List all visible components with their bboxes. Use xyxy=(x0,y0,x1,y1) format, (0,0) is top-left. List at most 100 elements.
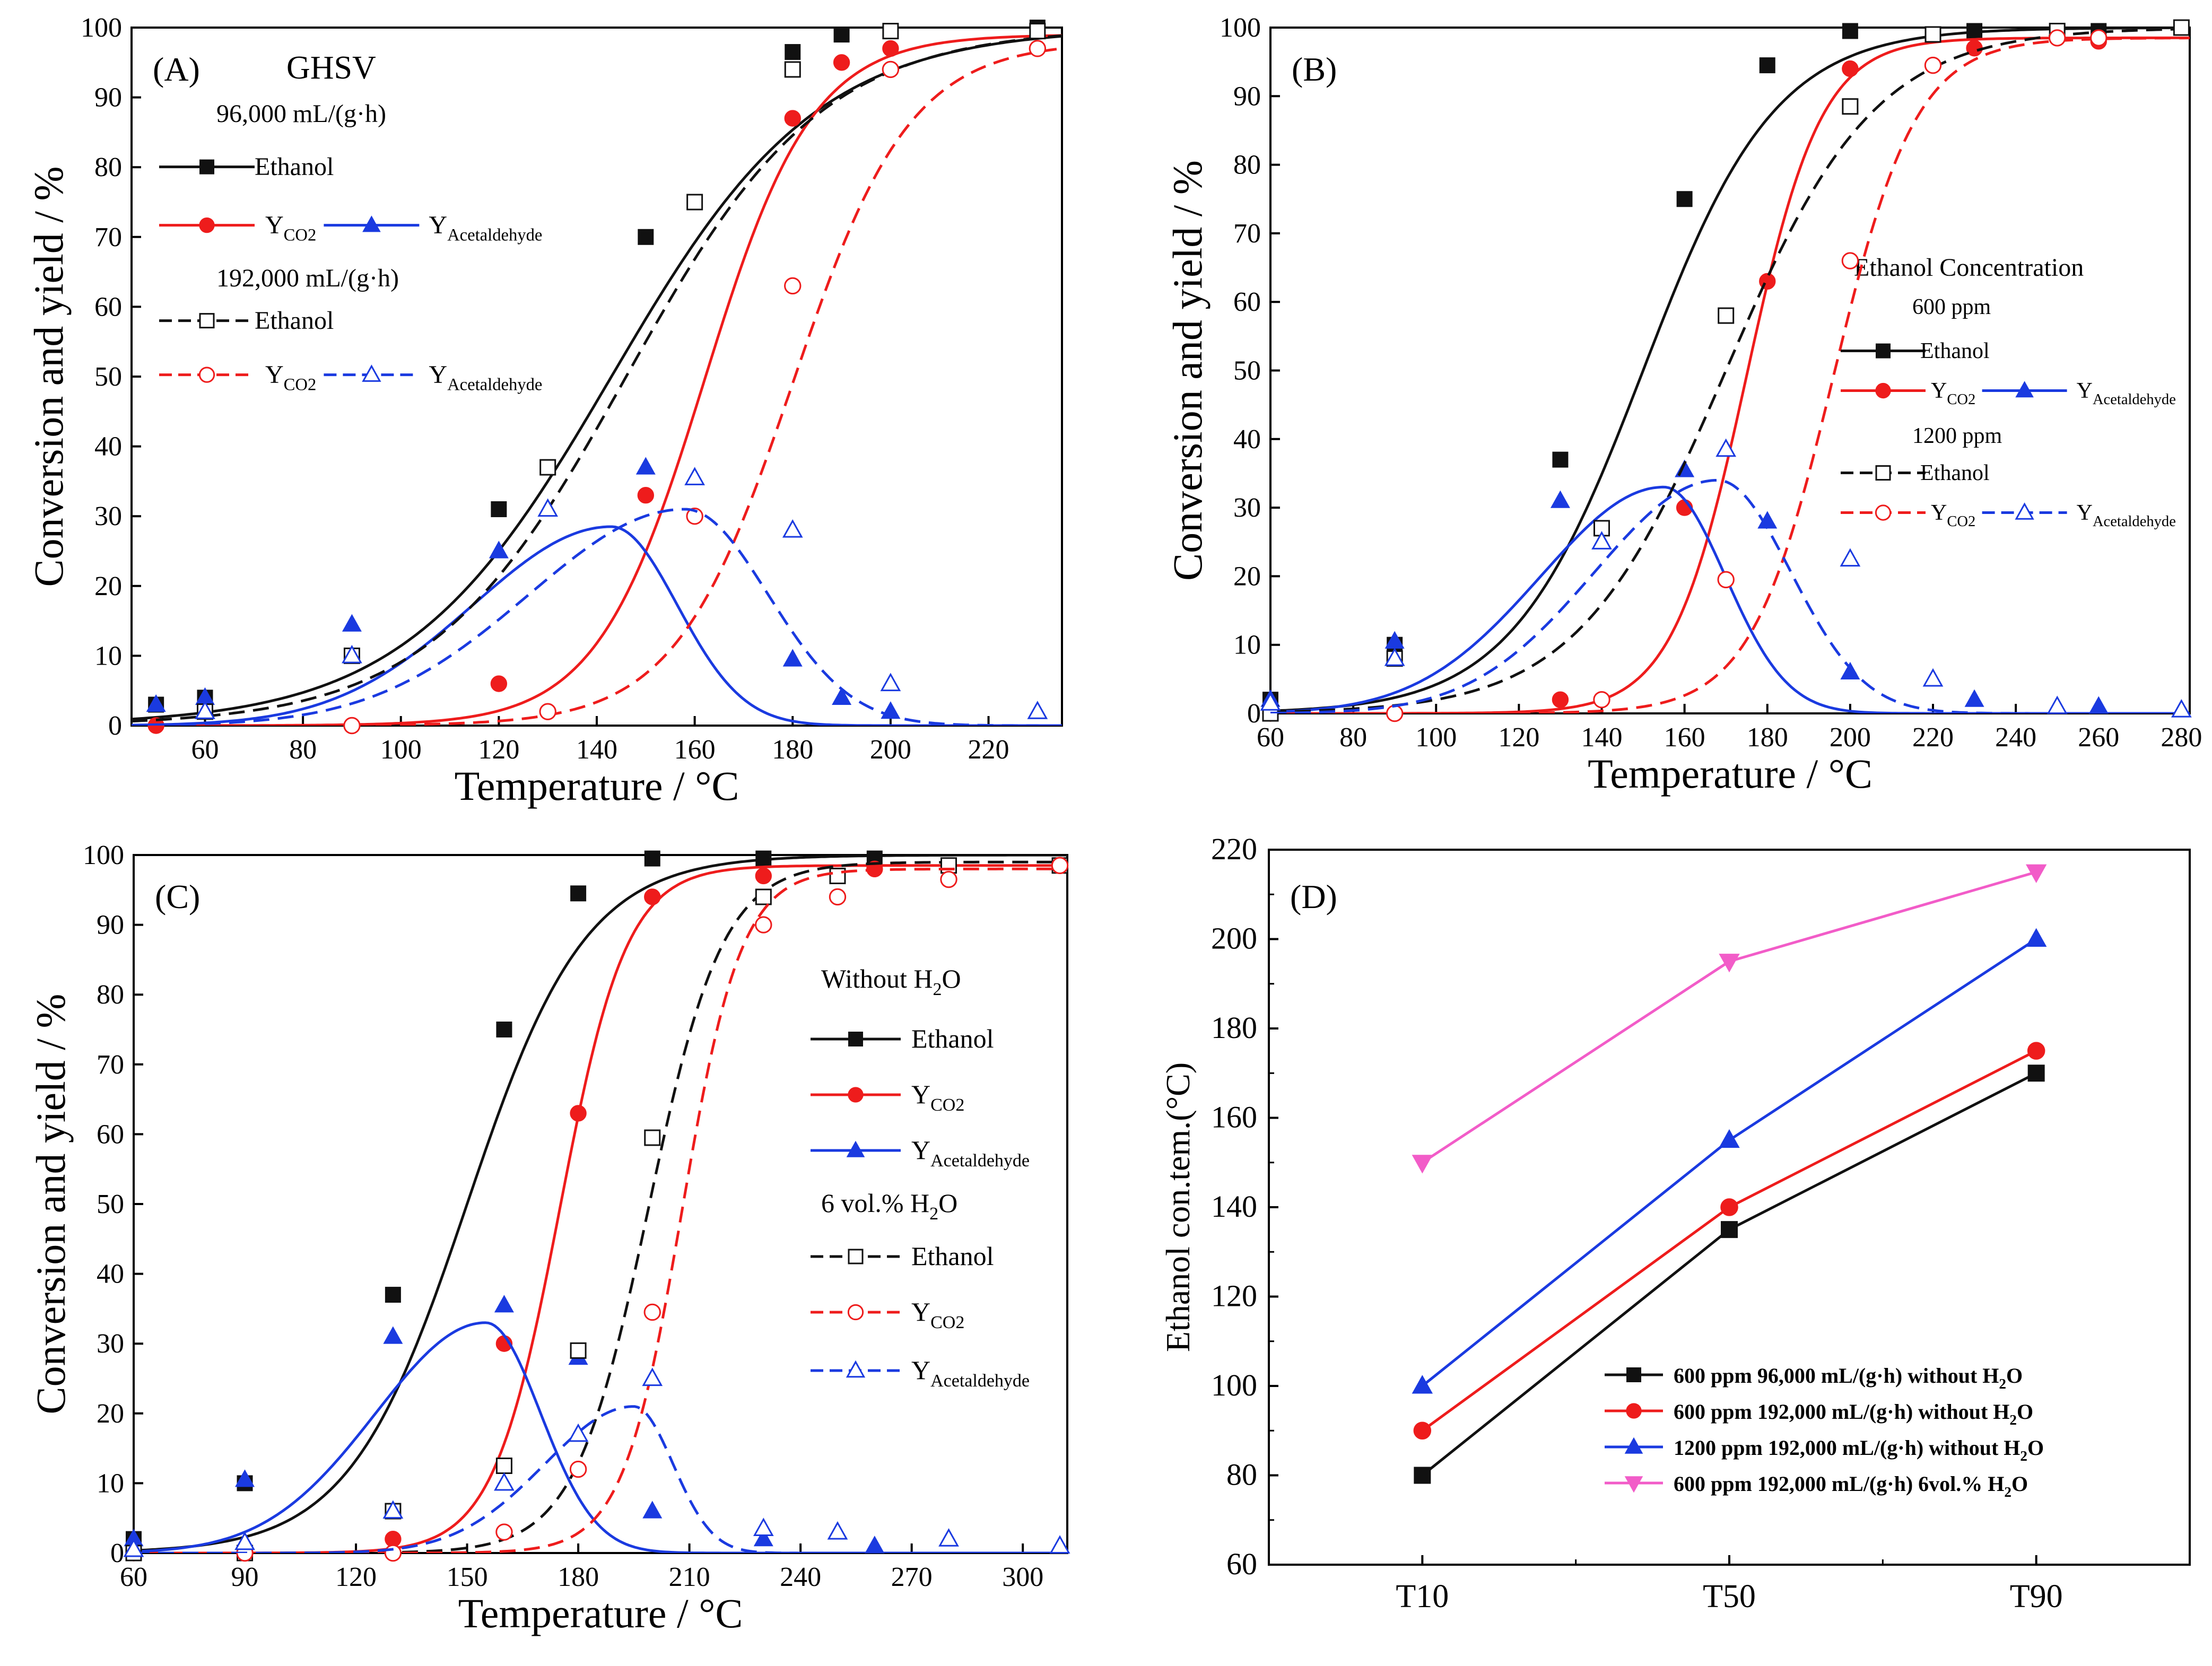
legend-group-label: Without H2O xyxy=(821,964,961,999)
data-point-Y_Acetaldehyde xyxy=(642,1367,663,1386)
series-line-solid-Ethanol xyxy=(134,855,1067,1552)
panel-D: 60 80 100 120 140 160 180 200 220 T10 T50 T90 Ethano… xyxy=(1159,832,2191,1615)
data-point-Ethanol xyxy=(1718,307,1735,324)
data-point-Y_CO2 xyxy=(1029,40,1047,57)
y-axis-label: Conversion and yield / % xyxy=(25,167,72,587)
y-tick-label: 10 xyxy=(97,1468,124,1498)
y-tick-label: 30 xyxy=(94,501,122,531)
legend-Y_CO2-marker xyxy=(1875,504,1892,521)
data-point-Y_Acetaldehyde xyxy=(832,687,852,705)
data-point-Y_Acetaldehyde xyxy=(684,467,705,485)
data-point-Y_Acetaldehyde xyxy=(1964,689,1984,707)
legend-group-label: 6 vol.% H2O xyxy=(821,1188,957,1224)
data-point-Y_Acetaldehyde xyxy=(494,1472,515,1491)
data-point-Ethanol xyxy=(686,194,703,211)
y-tick-label: 100 xyxy=(1211,1368,1257,1402)
x-tick-label: 80 xyxy=(289,735,317,765)
data-point-Y_CO2 xyxy=(539,703,556,720)
data-point-Y_CO2 xyxy=(1593,691,1610,709)
data-point-Y_CO2 xyxy=(637,487,655,504)
x-tick-label: 240 xyxy=(1995,722,2036,753)
legend: 600 ppm Ethanol YCO2 YAcetaldehyde 1200 ppm E… xyxy=(1841,295,2176,530)
series-line-dashed-Y_Acetaldehyde xyxy=(132,508,1062,726)
legend-Y_Acetaldehyde-marker xyxy=(362,215,381,232)
y-tick-label: 180 xyxy=(1211,1010,1257,1045)
y-tick-label: 40 xyxy=(1233,424,1261,455)
x-tick-label: 100 xyxy=(1415,722,1457,753)
x-axis-label: Temperature / °C xyxy=(458,1590,743,1636)
series-line-solid-Y_CO2 xyxy=(1270,36,2190,713)
data-point-Ethanol xyxy=(784,61,801,78)
data-point-Ethanol xyxy=(833,27,850,43)
series-line-solid-Y_Acetaldehyde xyxy=(134,1321,1067,1553)
y-tick-label: 30 xyxy=(1233,493,1261,523)
data-point-Y_CO2 xyxy=(495,1523,513,1541)
data-point-Y_Acetaldehyde xyxy=(1840,548,1861,567)
data-point-Y_CO2 xyxy=(1924,56,1942,74)
y-tick-label: 100 xyxy=(83,840,124,870)
data-point-Y_Acetaldehyde xyxy=(1384,647,1405,666)
y-axis-label: Ethanol con.tem.(°C) xyxy=(1159,1062,1197,1352)
data-point-Y_Acetaldehyde xyxy=(1027,701,1048,719)
legend-Ethanol-marker xyxy=(848,1249,864,1264)
data-point-Y_Acetaldehyde xyxy=(1049,1535,1070,1554)
data-point-Y_Acetaldehyde xyxy=(235,1469,255,1487)
legend-title: Ethanol Concentration xyxy=(1854,254,2084,282)
y-tick-label: 70 xyxy=(94,222,122,252)
y-tick-label: 0 xyxy=(108,711,122,741)
data-point-red xyxy=(1413,1421,1432,1440)
y-tick-label: 90 xyxy=(94,83,122,113)
series-line-dashed-Ethanol xyxy=(132,34,1062,723)
legend-label: YAcetaldehyde xyxy=(429,211,542,245)
data-point-Y_CO2 xyxy=(686,508,703,525)
data-point-Ethanol xyxy=(385,1287,401,1303)
y-tick-label: 50 xyxy=(94,362,122,392)
data-point-Ethanol xyxy=(1966,23,1983,39)
series-line-dashed-Y_CO2 xyxy=(134,867,1067,1553)
data-point-Y_CO2 xyxy=(784,110,801,127)
data-point-Y_Acetaldehyde xyxy=(382,1500,404,1519)
legend-label: Ethanol xyxy=(911,1241,994,1271)
data-point-Y_Acetaldehyde xyxy=(1550,490,1570,508)
legend-marker xyxy=(1626,1367,1641,1382)
data-point-Y_Acetaldehyde xyxy=(1591,531,1612,549)
y-tick-label: 20 xyxy=(97,1399,124,1429)
y-tick-label: 120 xyxy=(1211,1279,1257,1313)
legend-label: 1200 ppm 192,000 mL/(g·h) without H2O xyxy=(1674,1436,2044,1464)
data-point-black xyxy=(1414,1467,1431,1484)
x-tick-label: T50 xyxy=(1703,1578,1756,1615)
data-point-Y_CO2 xyxy=(1842,60,1859,77)
legend-label: Ethanol xyxy=(255,307,334,335)
x-tick-label: 180 xyxy=(558,1562,599,1592)
x-tick-label: 60 xyxy=(191,735,219,765)
data-point-Ethanol xyxy=(491,501,507,518)
y-tick-label: 60 xyxy=(1233,287,1261,317)
data-point-Ethanol xyxy=(539,459,556,476)
data-point-Y_Acetaldehyde xyxy=(865,1536,885,1554)
data-point-Ethanol xyxy=(1029,23,1046,40)
legend-Ethanol-marker xyxy=(199,313,215,329)
y-tick-label: 60 xyxy=(1226,1547,1257,1581)
legend: Without H2O Ethanol YCO2 YAcetaldehyde 6 vol… xyxy=(811,964,1030,1391)
panel-A: 60 80 100 120 140 160 180 200 220 0 10 20 30 40 50 60 70… xyxy=(25,13,1063,809)
legend-title: GHSV xyxy=(286,50,376,86)
data-point-Y_Acetaldehyde xyxy=(2088,696,2109,714)
legend-Y_Acetaldehyde-marker xyxy=(846,1140,865,1157)
y-tick-label: 0 xyxy=(110,1538,124,1568)
legend-label: Ethanol xyxy=(1920,339,1990,363)
x-tick-label: 160 xyxy=(674,735,716,765)
data-point-red xyxy=(1720,1198,1738,1216)
data-point-Y_CO2 xyxy=(343,717,361,735)
x-tick-label: 120 xyxy=(1498,722,1539,753)
data-point-Y_Acetaldehyde xyxy=(1715,438,1737,457)
legend-Y_CO2-marker xyxy=(847,1304,864,1321)
legend-label: YAcetaldehyde xyxy=(2077,379,2176,408)
x-tick-label: 140 xyxy=(1581,722,1623,753)
data-point-magenta xyxy=(1719,954,1740,973)
y-tick-label: 80 xyxy=(1226,1458,1257,1492)
y-tick-label: 80 xyxy=(94,152,122,182)
data-point-Y_Acetaldehyde xyxy=(642,1501,663,1519)
data-point-Ethanol xyxy=(1842,98,1859,115)
x-tick-label: 260 xyxy=(2078,722,2119,753)
